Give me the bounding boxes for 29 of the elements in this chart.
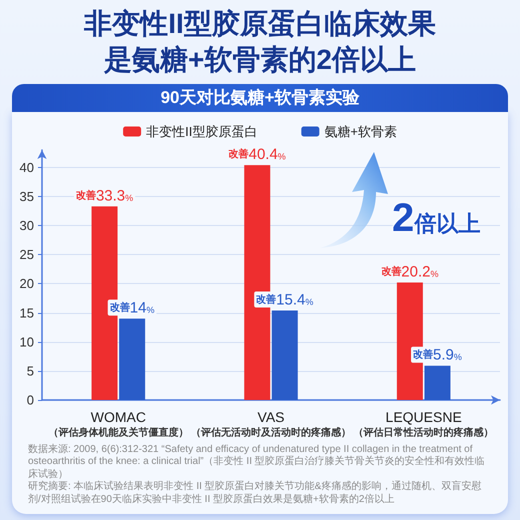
bar [396,282,423,400]
source-note: 数据来源: 2009, 6(6):312-321 “Safety and efficacy of undenatured type II collagen in the treatment of osteoarthritis of the knee: a clinical trial”（非变性 II 型胶原蛋白治疗膝关节骨关节炎的安全性和有效性临床试验） [28,444,486,480]
bar [119,318,146,400]
y-tick-label: 5 [26,363,34,378]
y-tick-label: 10 [20,334,34,350]
x-tick-label: WOMAC （评估身体机能及关节僵直度） [48,409,188,438]
bar [424,366,450,400]
annotation: 2倍以上 [392,196,480,240]
legend-label: 非变性II型胶原蛋白 [146,124,258,139]
text: 研究摘要: 本临床试验结果表明非变性 II 型胶原蛋白对膝关节功能&疼痛感的影响，通过随机、双盲安慰剂/对照组试验在90天临床实验中非变性 II 型胶原蛋白效果是氨糖+软骨素的2倍以上 [28,481,482,506]
data-label: 改善5.9% [413,346,462,364]
y-tick-label: 40 [20,160,34,175]
data-label: 改善33.3% [76,187,134,204]
data-label: 改善40.4% [228,146,286,164]
chart-subtitle: 90天对比氨糖+软骨素实验 [12,84,508,112]
y-tick-label: 30 [20,218,34,234]
bar [272,310,298,400]
chart-title: 非变性II型胶原蛋白临床效果是氨糖+软骨素的2倍以上 [83,7,437,77]
data-label: 改善15.4% [256,291,314,308]
data-label: 改善14% [110,300,154,317]
x-tick-label: LEQUESNE （评估日常性活动时的疼痛感） [354,409,494,438]
y-tick-label: 35 [20,189,34,204]
data-label: 改善20.2% [381,264,438,281]
x-tick-label: VAS （评估无活动时及活动时的疼痛感） [191,409,351,438]
y-tick-label: 25 [20,247,34,262]
y-tick-label: 20 [20,276,34,292]
y-tick-label: 15 [20,305,34,320]
legend-label: 氨糖+软骨素 [324,124,397,139]
y-tick-label: 0 [26,392,34,408]
